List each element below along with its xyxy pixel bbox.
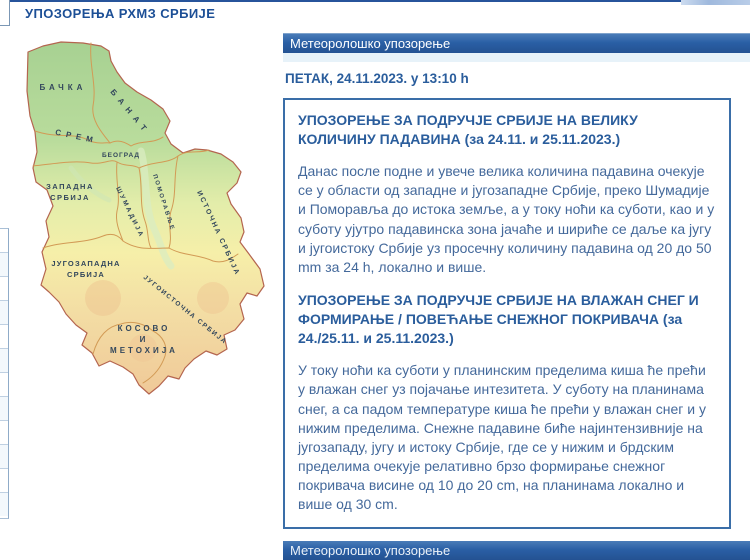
region-label-kosovo: И xyxy=(140,335,149,344)
region-label-zapadna-srbija: СРБИЈА xyxy=(50,193,90,202)
mountain-shading xyxy=(129,334,157,362)
table-row xyxy=(0,301,8,325)
page-title: УПОЗОРЕЊА РХМЗ СРБИЈЕ xyxy=(25,6,216,21)
table-row xyxy=(0,277,8,301)
top-divider-rule xyxy=(0,0,750,2)
warning-panel: Метеоролошко упозорење ПЕТАК, 24.11.2023… xyxy=(283,33,750,529)
section-header-strip xyxy=(283,53,750,62)
warning-body-text: Данас после подне и увече велика количин… xyxy=(298,163,715,275)
mountain-shading xyxy=(85,280,121,316)
mountain-shading xyxy=(197,282,229,314)
table-row xyxy=(0,373,8,397)
warning-date-line: ПЕТАК, 24.11.2023. у 13:10 h xyxy=(285,71,469,86)
table-row xyxy=(0,253,8,277)
next-section-header-bar: Метеоролошко упозорење xyxy=(283,541,750,560)
warning-box: УПОЗОРЕЊЕ ЗА ПОДРУЧЈЕ СРБИЈЕ НА ВЕЛИКУ К… xyxy=(283,98,731,529)
table-row xyxy=(0,325,8,349)
serbia-outline xyxy=(26,41,265,395)
table-row xyxy=(0,469,8,493)
region-label-jugozapadna-srbija: СРБИЈА xyxy=(67,270,105,279)
valley-shading xyxy=(68,165,112,203)
table-row xyxy=(0,421,8,445)
table-row xyxy=(0,397,8,421)
morava-valley-shading xyxy=(137,147,175,270)
warning-heading: УПОЗОРЕЊЕ ЗА ПОДРУЧЈЕ СРБИЈЕ НА ВЕЛИКУ К… xyxy=(298,112,638,148)
warning-heading: УПОЗОРЕЊЕ ЗА ПОДРУЧЈЕ СРБИЈЕ НА ВЛАЖАН С… xyxy=(298,292,699,347)
table-row xyxy=(0,445,8,469)
cropped-logo-box-fragment xyxy=(0,0,10,26)
cropped-toolbar-fragment xyxy=(681,0,750,5)
section-header-bar: Метеоролошко упозорење xyxy=(283,33,750,53)
warning-body-text: У току ноћи ка суботи у планинским преде… xyxy=(298,362,706,513)
serbia-regions-map[interactable]: БАЧКА БАНАТ СРЕМ БЕОГРАД ЗАПАДНА СРБИЈА … xyxy=(13,36,271,400)
table-row xyxy=(0,229,8,253)
region-label-beograd: БЕОГРАД xyxy=(102,152,140,159)
region-label-zapadna-srbija: ЗАПАДНА xyxy=(46,182,94,191)
region-label-kosovo: МЕТОХИЈА xyxy=(110,346,178,355)
region-label-kosovo: КОСОВО xyxy=(118,324,171,333)
region-label-jugozapadna-srbija: ЈУГОЗАПАДНА xyxy=(51,259,120,268)
region-label-backa: БАЧКА xyxy=(40,83,87,92)
region-borders xyxy=(32,42,239,384)
cropped-table-fragment xyxy=(0,228,9,519)
table-row xyxy=(0,493,8,516)
table-row xyxy=(0,349,8,373)
